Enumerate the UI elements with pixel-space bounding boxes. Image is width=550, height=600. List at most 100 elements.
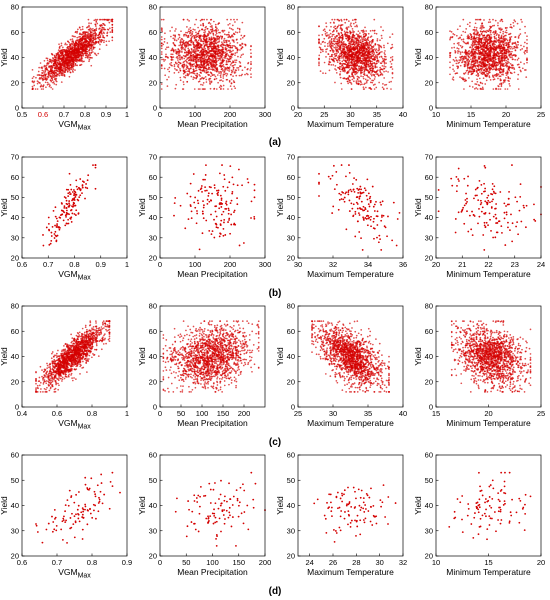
data-point: [188, 68, 190, 70]
data-point: [332, 34, 334, 36]
data-point: [64, 56, 66, 58]
data-point: [346, 32, 348, 34]
data-point: [194, 24, 196, 26]
data-point: [175, 88, 177, 90]
data-point: [381, 37, 383, 39]
data-point: [242, 53, 244, 55]
data-point: [327, 45, 329, 47]
data-point: [55, 62, 57, 64]
data-point: [233, 80, 235, 82]
data-point: [357, 59, 359, 61]
data-point: [390, 81, 392, 83]
data-point: [172, 49, 174, 51]
data-point: [328, 37, 330, 39]
data-point: [329, 45, 331, 47]
x-tick-label: 100: [189, 110, 202, 119]
data-point: [348, 42, 350, 44]
data-point: [324, 42, 326, 44]
data-point: [331, 36, 333, 38]
data-point: [383, 65, 385, 67]
data-point: [216, 33, 218, 35]
data-point: [58, 58, 60, 60]
data-point: [67, 54, 69, 56]
data-point: [495, 20, 497, 22]
data-point: [61, 43, 63, 45]
data-point: [381, 56, 383, 58]
data-point: [47, 82, 49, 84]
data-point: [194, 88, 196, 90]
data-point: [194, 29, 196, 31]
data-point: [223, 88, 225, 90]
data-point: [382, 83, 384, 85]
data-point: [183, 81, 185, 83]
data-point: [368, 52, 370, 54]
data-point: [355, 60, 357, 62]
data-point: [349, 32, 351, 34]
data-point: [227, 61, 229, 63]
data-point: [89, 29, 91, 31]
data-point: [190, 38, 192, 40]
data-point: [324, 45, 326, 47]
data-point: [374, 43, 376, 45]
data-point: [345, 44, 347, 46]
data-point: [218, 35, 220, 37]
data-point: [195, 44, 197, 46]
data-point: [54, 74, 56, 76]
data-point: [89, 45, 91, 47]
data-point: [366, 80, 368, 82]
data-point: [346, 28, 348, 30]
data-point: [164, 41, 166, 43]
data-point: [364, 38, 366, 40]
data-point: [390, 61, 392, 63]
data-point: [195, 32, 197, 34]
data-point: [213, 37, 215, 39]
data-point: [379, 56, 381, 58]
data-point: [511, 36, 513, 38]
data-point: [49, 86, 51, 88]
data-point: [203, 19, 205, 21]
data-point: [90, 23, 92, 25]
data-point: [228, 31, 230, 33]
data-point: [77, 55, 79, 57]
data-point: [320, 52, 322, 54]
data-point: [180, 63, 182, 65]
data-point: [363, 78, 365, 80]
data-point: [189, 44, 191, 46]
data-point: [331, 45, 333, 47]
data-point: [64, 51, 66, 53]
data-point: [220, 79, 222, 81]
data-point: [371, 42, 373, 44]
data-point: [78, 47, 80, 49]
data-point: [212, 74, 214, 76]
data-point: [203, 61, 205, 63]
data-point: [38, 74, 40, 76]
data-point: [207, 34, 209, 36]
data-point: [53, 61, 55, 63]
data-point: [161, 19, 163, 21]
data-point: [62, 67, 64, 69]
data-point: [198, 61, 200, 63]
data-point: [335, 45, 337, 47]
x-tick-label: 20: [294, 110, 302, 119]
data-point: [173, 56, 175, 58]
data-point: [190, 35, 192, 37]
data-point: [226, 58, 228, 60]
data-point: [207, 52, 209, 54]
data-point: [200, 46, 202, 48]
x-tick-label: 40: [399, 110, 407, 119]
data-point: [205, 50, 207, 52]
data-point: [235, 69, 237, 71]
data-point: [217, 29, 219, 31]
data-point: [356, 37, 358, 39]
data-point: [107, 31, 109, 33]
data-point: [41, 88, 43, 90]
data-point: [185, 60, 187, 62]
data-point: [360, 80, 362, 82]
data-point: [383, 60, 385, 62]
data-point: [373, 19, 375, 21]
data-point: [179, 68, 181, 70]
data-point: [241, 43, 243, 45]
data-point: [233, 33, 235, 35]
data-point: [39, 82, 41, 84]
data-point: [357, 72, 359, 74]
